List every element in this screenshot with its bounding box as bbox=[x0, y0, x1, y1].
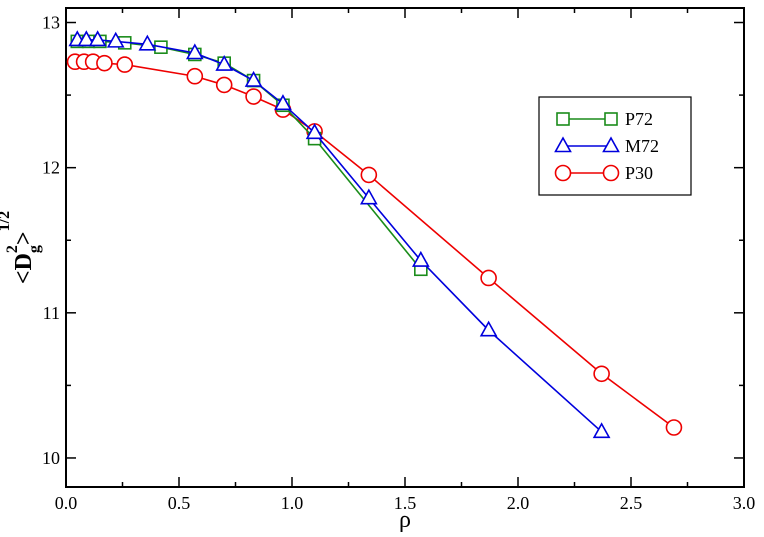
y-tick-label: 13 bbox=[42, 13, 60, 33]
data-point bbox=[665, 419, 683, 436]
data-point bbox=[215, 76, 233, 94]
x-tick-label: 0.0 bbox=[55, 493, 78, 513]
x-tick-label: 3.0 bbox=[733, 493, 756, 513]
data-point bbox=[77, 30, 96, 47]
legend-marker bbox=[556, 112, 570, 126]
svg-text:<Dg2>1/2: <Dg2>1/2 bbox=[0, 211, 43, 284]
legend-item: M72 bbox=[554, 136, 659, 156]
legend-marker bbox=[604, 112, 618, 126]
y-tick-label: 10 bbox=[42, 448, 60, 468]
data-point bbox=[185, 43, 204, 60]
legend: P72 M72 P30 bbox=[538, 96, 692, 196]
legend-marker bbox=[554, 164, 572, 182]
data-point bbox=[305, 123, 324, 140]
x-axis-title: ρ bbox=[399, 507, 411, 532]
legend-label: P30 bbox=[625, 163, 653, 183]
y-tick-label: 12 bbox=[42, 158, 60, 178]
legend-item: P72 bbox=[556, 109, 653, 129]
data-point bbox=[88, 30, 107, 47]
x-tick-label: 2.0 bbox=[507, 493, 530, 513]
data-point bbox=[186, 67, 204, 85]
y-axis-title-power: 1/2 bbox=[0, 211, 13, 231]
series-line-m72 bbox=[77, 39, 603, 433]
x-tick-label: 1.0 bbox=[281, 493, 304, 513]
data-point bbox=[274, 94, 292, 111]
data-point bbox=[215, 54, 234, 71]
data-point bbox=[116, 56, 134, 73]
plot-frame bbox=[65, 7, 745, 488]
data-point bbox=[360, 166, 378, 184]
data-point bbox=[106, 31, 125, 48]
y-axis-title-subscript: g bbox=[26, 245, 43, 253]
legend-label: M72 bbox=[625, 136, 659, 156]
data-point bbox=[244, 70, 263, 87]
data-point bbox=[138, 34, 157, 51]
y-axis-title: <Dg2>1/2 bbox=[0, 211, 43, 284]
data-point bbox=[479, 320, 498, 337]
axes-layer: 0.0 0.5 1.0 1.5 2.0 2.5 3.0 10 11 12 13 bbox=[42, 7, 756, 513]
series-m72 bbox=[68, 30, 611, 439]
legend-label: P72 bbox=[625, 109, 653, 129]
y-axis-title-close: > bbox=[11, 231, 37, 245]
x-tick-label: 2.5 bbox=[620, 493, 643, 513]
y-axis-title-superscript: 2 bbox=[4, 245, 21, 253]
legend-marker bbox=[554, 136, 572, 153]
data-point bbox=[245, 88, 262, 105]
data-point bbox=[96, 54, 113, 72]
data-point bbox=[411, 250, 430, 267]
legend-marker bbox=[602, 164, 620, 182]
data-point bbox=[592, 422, 611, 439]
series-layer bbox=[66, 30, 683, 439]
y-axis-title-base: <D bbox=[11, 253, 37, 284]
x-tick-label: 1.5 bbox=[394, 493, 417, 513]
data-point bbox=[359, 188, 378, 205]
data-point bbox=[593, 365, 610, 383]
data-point bbox=[480, 269, 497, 287]
series-p30 bbox=[66, 53, 683, 436]
legend-item: P30 bbox=[554, 163, 653, 183]
x-tick-label: 0.5 bbox=[168, 493, 191, 513]
y-tick-label: 11 bbox=[43, 303, 60, 323]
legend-marker bbox=[602, 136, 620, 153]
